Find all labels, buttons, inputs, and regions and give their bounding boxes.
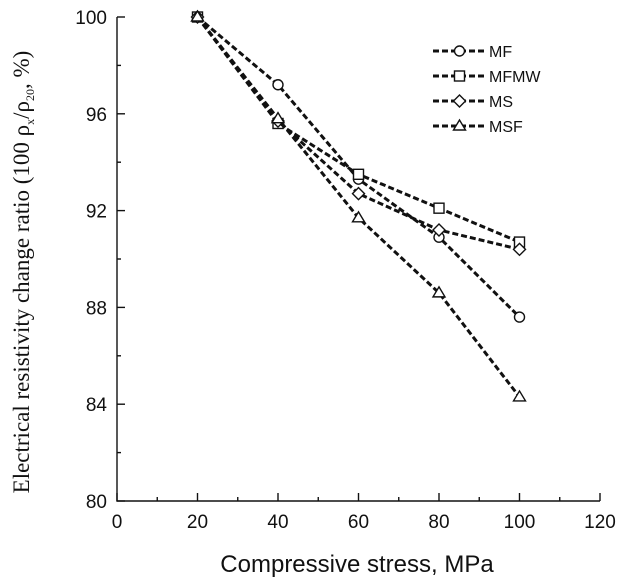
y-tick-label: 84: [86, 395, 108, 416]
x-tick-label: 120: [584, 512, 616, 533]
data-point-msf: [431, 285, 447, 298]
y-tick-label: 100: [75, 8, 107, 29]
axis-frame: [116, 17, 600, 502]
y-axis-label: Electrical resistivity change ratio (100…: [9, 51, 37, 494]
data-point-msf: [190, 9, 205, 22]
data-point-msf: [512, 389, 527, 402]
x-tick-label: 20: [187, 512, 208, 533]
legend-label-msf: MSF: [489, 119, 523, 136]
legend-marker-msf: [452, 118, 467, 131]
series-msf: [190, 9, 527, 402]
data-point-ms: [432, 222, 446, 237]
series-mf: [191, 11, 526, 323]
x-tick-label: 60: [348, 512, 369, 533]
x-tick-label: 40: [267, 512, 288, 533]
data-point-mfmw: [352, 168, 365, 181]
legend-item-msf: MSF: [433, 118, 523, 136]
legend-item-mfmw: MFMW: [433, 69, 541, 86]
y-tick-label: 96: [86, 105, 107, 126]
legend-marker-mfmw: [453, 70, 466, 82]
legend-label-ms: MS: [489, 94, 513, 111]
x-tick-label: 80: [428, 512, 449, 533]
plot-axes: 0 20 40 60 80 100 120 80 84 88 92 96 100: [75, 8, 616, 533]
data-point-mf: [272, 79, 284, 91]
y-tick-label: 80: [86, 492, 107, 513]
legend: MF MFMW MS MSF: [433, 44, 541, 136]
legend-label-mf: MF: [489, 44, 512, 61]
data-point-msf: [270, 111, 286, 124]
x-axis-label: Compressive stress, MPa: [220, 551, 494, 578]
x-tick-label: 0: [112, 512, 123, 533]
legend-item-ms: MS: [433, 94, 513, 111]
legend-marker-mf: [453, 45, 466, 57]
series-line-msf: [196, 16, 521, 398]
data-point-msf: [351, 210, 366, 223]
y-tick-label: 88: [86, 298, 107, 319]
data-point-ms: [512, 242, 527, 257]
x-tick-label: 100: [504, 512, 536, 533]
data-point-mfmw: [433, 202, 445, 214]
series-layer: [190, 9, 527, 402]
data-point-ms: [351, 186, 366, 201]
legend-marker-ms: [452, 94, 467, 108]
legend-item-mf: MF: [433, 44, 512, 61]
series-line-mf: [196, 15, 521, 319]
legend-label-mfmw: MFMW: [489, 69, 541, 86]
data-point-mf: [513, 311, 526, 323]
y-tick-label: 92: [86, 202, 107, 223]
